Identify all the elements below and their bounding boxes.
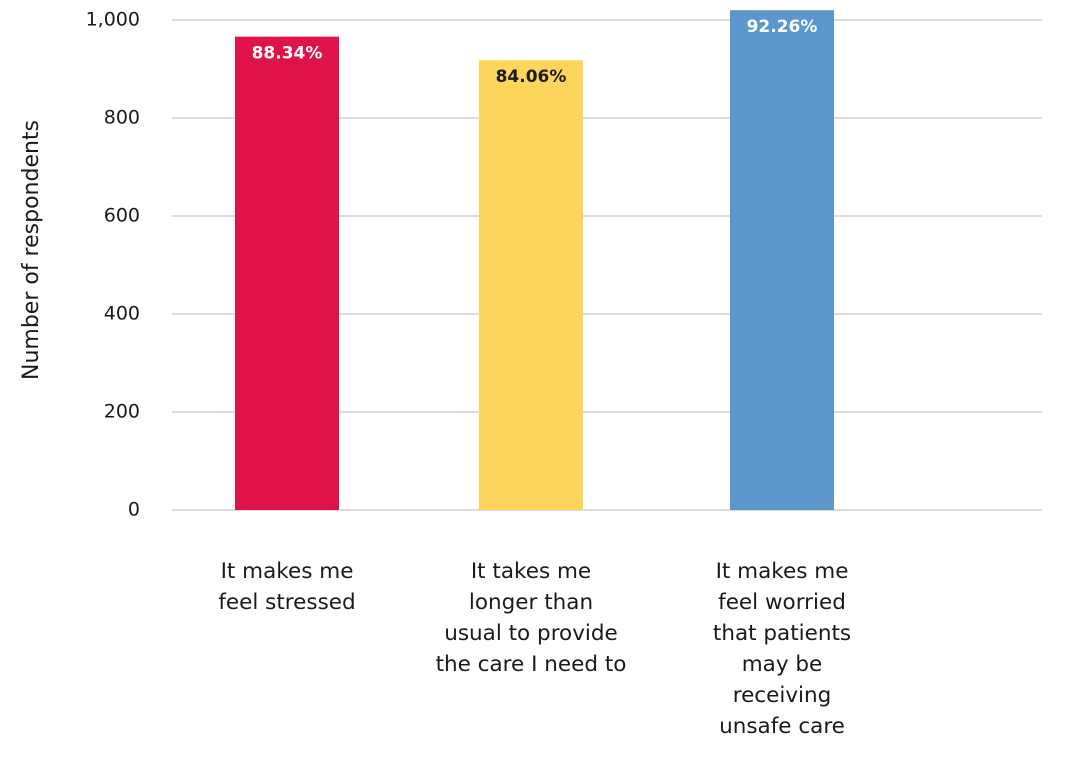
y-tick-label: 400 <box>104 303 140 325</box>
data-label: 84.06% <box>496 67 567 87</box>
bar <box>730 10 834 510</box>
category-label: It makes me feel stressed <box>218 559 355 615</box>
data-labels: 88.34% 84.06% 92.26% <box>252 17 818 87</box>
bar <box>235 36 339 510</box>
bars <box>235 10 834 511</box>
y-tick-label: 0 <box>128 499 140 521</box>
y-axis-ticks: 0 200 400 600 800 1,000 <box>86 9 140 521</box>
y-axis-title: Number of respondents <box>19 120 44 380</box>
data-label: 92.26% <box>747 17 818 37</box>
y-tick-label: 600 <box>104 205 140 227</box>
category-label: It takes me longer than usual to provide th… <box>436 559 627 677</box>
y-tick-label: 1,000 <box>86 9 140 31</box>
bar <box>479 60 583 511</box>
data-label: 88.34% <box>252 44 323 64</box>
category-labels: It makes me feel stressed It takes me longe… <box>218 559 851 739</box>
category-label: It makes me feel worried that patients may … <box>713 559 851 739</box>
y-tick-label: 800 <box>104 107 140 129</box>
y-tick-label: 200 <box>104 401 140 423</box>
